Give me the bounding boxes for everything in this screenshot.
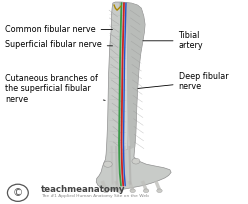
Ellipse shape — [130, 189, 135, 193]
Ellipse shape — [143, 189, 149, 193]
Text: ©: © — [13, 188, 23, 198]
Polygon shape — [96, 2, 171, 190]
Polygon shape — [119, 3, 128, 151]
Text: teachmeanatomy: teachmeanatomy — [41, 185, 125, 194]
Text: Cutaneous branches of
the superficial fibular
nerve: Cutaneous branches of the superficial fi… — [5, 74, 105, 104]
Ellipse shape — [104, 161, 112, 167]
Text: Common fibular nerve: Common fibular nerve — [5, 25, 113, 34]
Ellipse shape — [117, 189, 122, 193]
Ellipse shape — [157, 189, 162, 193]
Circle shape — [7, 184, 28, 201]
Ellipse shape — [132, 158, 140, 164]
Text: The #1 Applied Human Anatomy Site on the Web: The #1 Applied Human Anatomy Site on the… — [41, 194, 149, 198]
Text: Deep fibular
nerve: Deep fibular nerve — [138, 72, 228, 91]
Ellipse shape — [103, 189, 109, 193]
Text: Tibial
artery: Tibial artery — [143, 31, 203, 51]
Text: Superficial fibular nerve: Superficial fibular nerve — [5, 40, 113, 49]
Polygon shape — [125, 3, 144, 149]
